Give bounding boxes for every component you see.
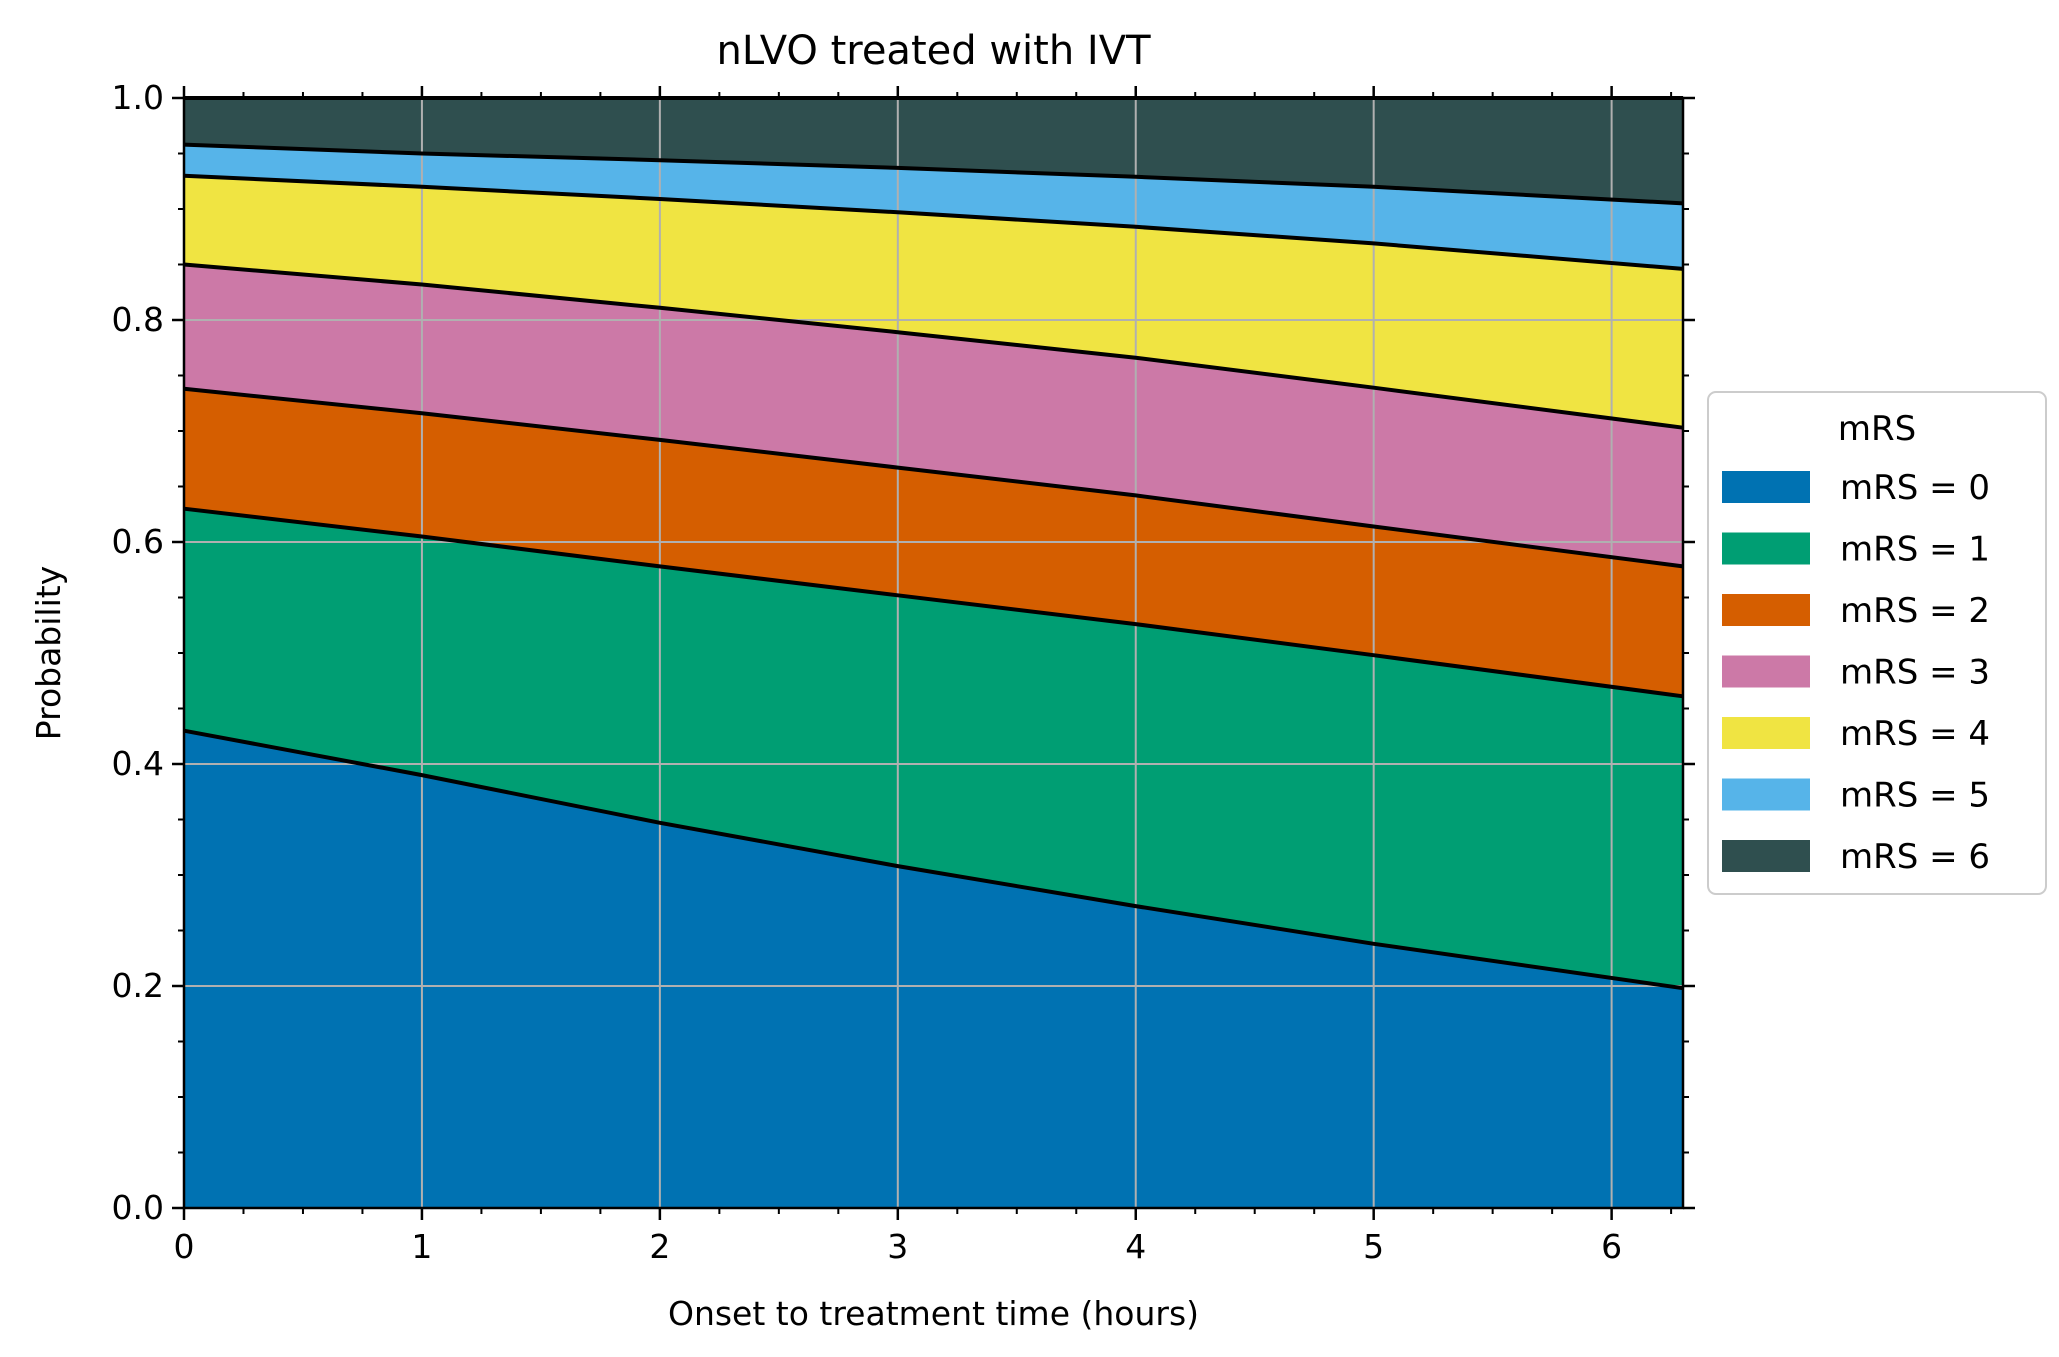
x-tick-label: 1 <box>411 1227 432 1266</box>
y-tick-label: 1.0 <box>112 78 164 117</box>
legend-swatch <box>1722 471 1810 503</box>
y-tick-labels: 0.0 0.2 0.4 0.6 0.8 1.0 <box>112 78 164 1227</box>
legend-entries: mRS = 0 mRS = 1 mRS = 2 mRS = 3 mRS = 4 mRS =… <box>1722 468 1990 877</box>
y-tick-label: 0.4 <box>112 744 164 783</box>
y-tick-label: 0.2 <box>112 966 164 1005</box>
legend-swatch <box>1722 532 1810 565</box>
boundary-line <box>183 728 1684 991</box>
area-mrs-1 <box>184 508 1683 989</box>
y-tick-label: 0.6 <box>112 522 164 561</box>
y-tick-label: 0.0 <box>112 1188 164 1227</box>
legend-label: mRS = 4 <box>1840 714 1990 754</box>
x-tick-label: 4 <box>1125 1227 1146 1266</box>
legend-swatch <box>1722 655 1810 688</box>
area-mrs-3 <box>184 264 1683 567</box>
legend-title: mRS <box>1838 409 1916 449</box>
legend-swatch <box>1722 840 1810 872</box>
area-mrs-0 <box>184 730 1683 1208</box>
boundary-line <box>183 142 1684 206</box>
legend-label: mRS = 0 <box>1840 468 1990 508</box>
legend-label: mRS = 1 <box>1840 530 1990 570</box>
stacked-areas <box>184 98 1683 1208</box>
chart-title: nLVO treated with IVT <box>716 28 1151 74</box>
x-tick-label: 6 <box>1601 1227 1622 1266</box>
area-mrs-6 <box>184 98 1683 204</box>
area-mrs-4 <box>184 175 1683 428</box>
x-axis-title: Onset to treatment time (hours) <box>668 1294 1199 1333</box>
x-tick-label: 0 <box>174 1227 195 1266</box>
x-tick-label: 5 <box>1363 1227 1384 1266</box>
boundary-line <box>183 173 1684 271</box>
legend-swatch <box>1722 717 1810 749</box>
axis-ticks <box>172 86 1695 1220</box>
legend-label: mRS = 6 <box>1840 837 1990 877</box>
boundary-line <box>183 262 1684 430</box>
legend-label: mRS = 2 <box>1840 591 1990 631</box>
legend-swatch <box>1722 778 1810 811</box>
boundary-line <box>183 386 1684 569</box>
legend-label: mRS = 5 <box>1840 776 1990 816</box>
legend-box <box>1707 391 2047 895</box>
x-tick-label: 3 <box>887 1227 908 1266</box>
y-axis-title: Probability <box>29 566 68 740</box>
boundary-line <box>183 506 1684 699</box>
legend-label: mRS = 3 <box>1840 653 1990 693</box>
y-tick-label: 0.8 <box>112 300 164 339</box>
x-tick-labels: 0 1 2 3 4 5 6 <box>174 1227 1623 1266</box>
legend-swatch <box>1722 594 1810 626</box>
x-tick-label: 2 <box>649 1227 670 1266</box>
